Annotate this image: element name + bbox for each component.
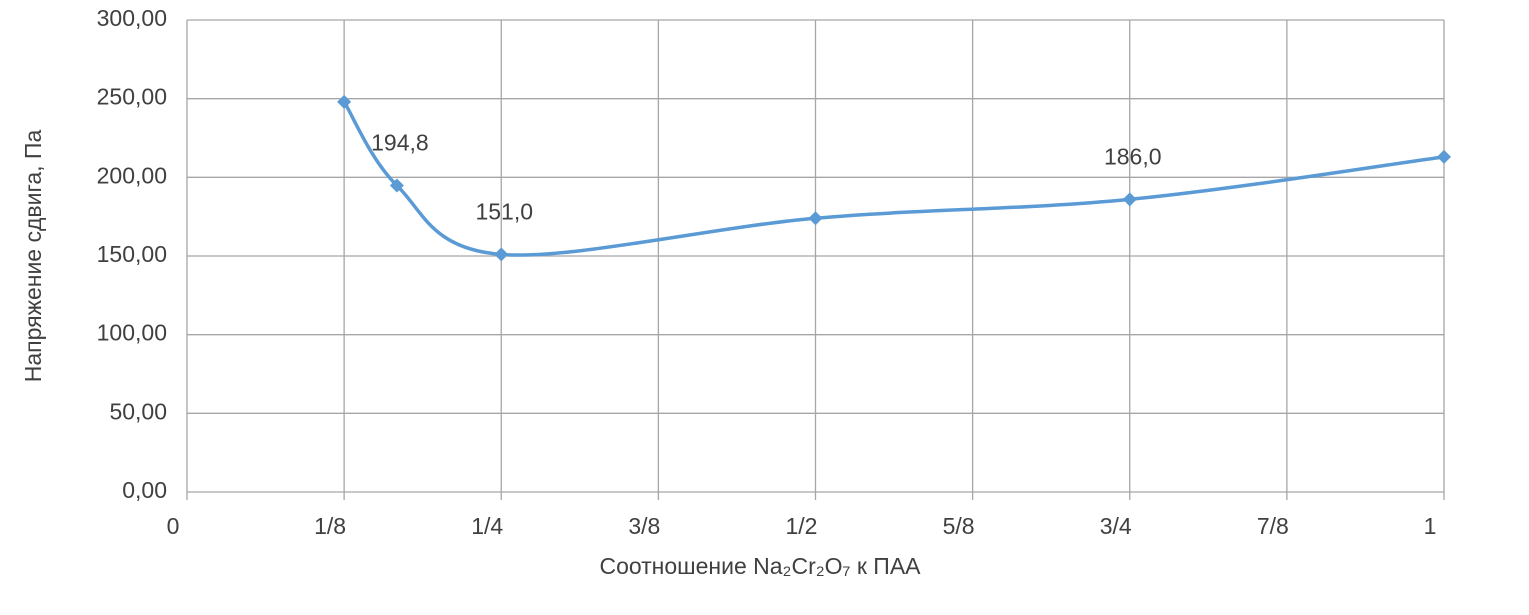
y-tick-label: 150,00 <box>97 241 167 267</box>
point-marker <box>337 94 352 109</box>
x-tick-label: 0 <box>167 513 180 539</box>
y-tick-label: 300,00 <box>97 5 167 31</box>
point-marker <box>1122 192 1137 207</box>
series-line <box>342 100 1445 257</box>
data-label: 186,0 <box>1104 143 1162 169</box>
y-tick-label: 50,00 <box>109 398 167 424</box>
point-marker <box>1437 149 1451 164</box>
y-tick-label: 250,00 <box>97 84 167 110</box>
y-tick-label: 100,00 <box>97 320 167 346</box>
x-tick-label: 3/8 <box>628 513 660 539</box>
x-tick-label: 1/8 <box>314 513 346 539</box>
point-marker <box>808 211 823 226</box>
x-tick-label: 1 <box>1424 513 1437 539</box>
point-marker <box>494 247 509 262</box>
x-tick-label: 1/4 <box>471 513 503 539</box>
x-axis-title: Соотношение Na₂Cr₂O₇ к ПАА <box>599 553 921 579</box>
x-tick-label: 7/8 <box>1257 513 1289 539</box>
y-tick-label: 200,00 <box>97 162 167 188</box>
y-tick-label: 0,00 <box>122 477 167 503</box>
x-tick-label: 5/8 <box>943 513 975 539</box>
x-tick-label: 3/4 <box>1100 513 1132 539</box>
data-label: 194,8 <box>371 130 429 156</box>
point-marker <box>389 178 404 193</box>
y-axis-title: Напряжение сдвига, Па <box>20 130 46 383</box>
x-tick-label: 1/2 <box>786 513 818 539</box>
data-label: 151,0 <box>475 199 533 225</box>
